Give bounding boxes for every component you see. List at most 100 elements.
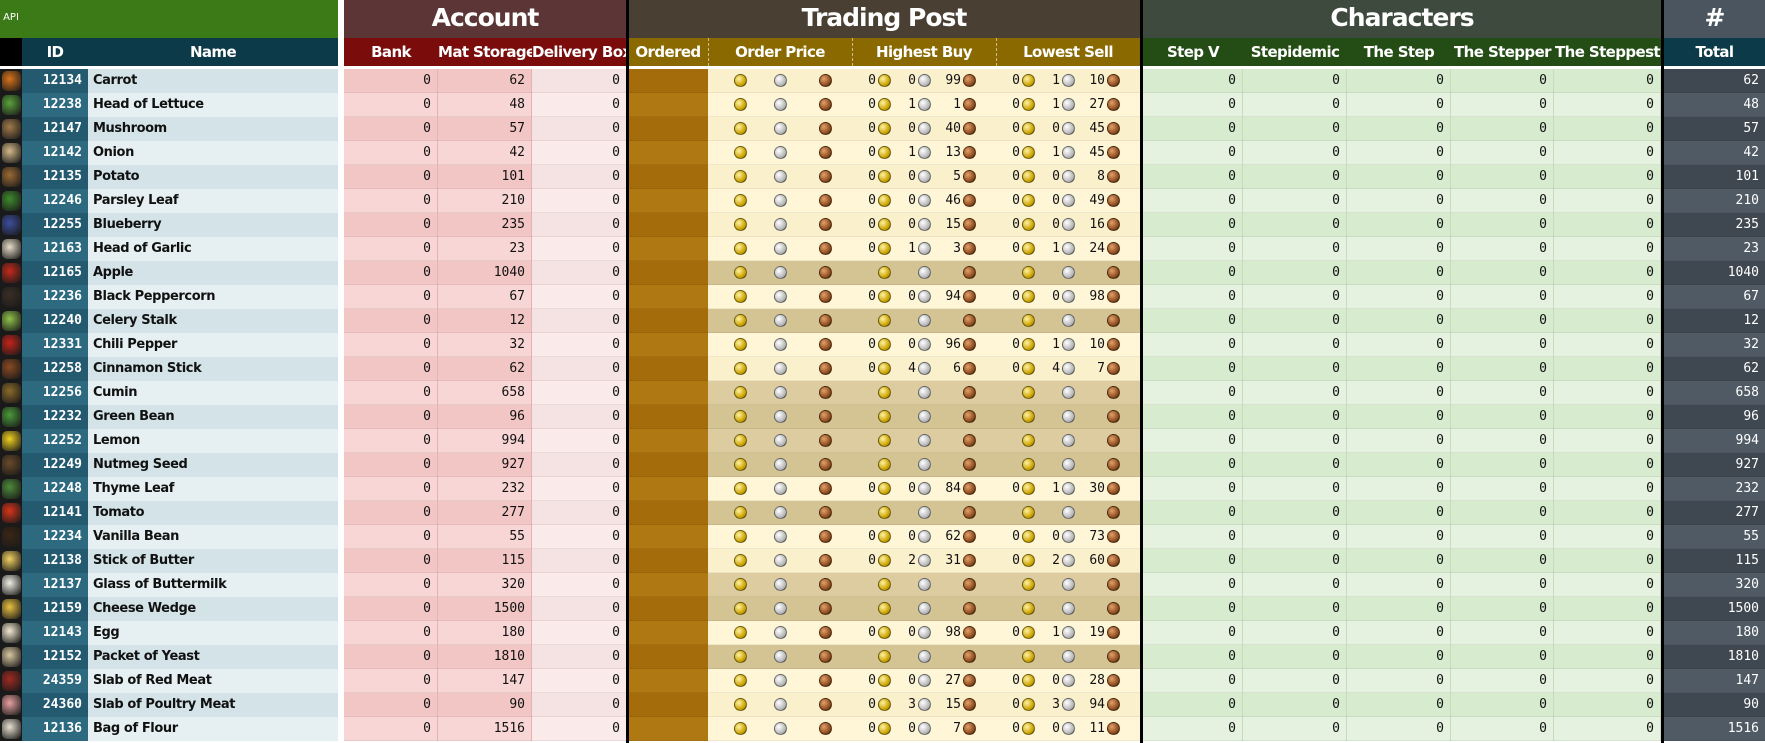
the-step-count: 0 <box>1347 69 1451 93</box>
item-name[interactable]: Cheese Wedge <box>88 597 338 621</box>
copper-coin-icon <box>963 338 976 351</box>
gold-coin-icon <box>734 506 747 519</box>
silver-coin-icon <box>1062 362 1075 375</box>
lowest-sell-copper-value: 24 <box>1089 241 1105 256</box>
copper-coin-icon <box>1107 674 1120 687</box>
lowest-sell-silver-value: 1 <box>1052 337 1060 352</box>
copper-coin-icon <box>819 434 832 447</box>
item-id: 12256 <box>22 381 88 405</box>
stepidemic-count: 0 <box>1243 453 1347 477</box>
item-name[interactable]: Blueberry <box>88 213 338 237</box>
total-count: 115 <box>1664 549 1765 573</box>
item-name[interactable]: Packet of Yeast <box>88 645 338 669</box>
silver-coin-icon <box>918 242 931 255</box>
item-name[interactable]: Potato <box>88 165 338 189</box>
potato-icon <box>2 167 21 187</box>
mat-storage-count: 23 <box>438 237 532 261</box>
the-step-count: 0 <box>1347 645 1451 669</box>
delivery-box-column-header[interactable]: Delivery Box <box>532 38 626 66</box>
item-name[interactable]: Carrot <box>88 69 338 93</box>
the-step-column-header[interactable]: The Step <box>1347 38 1451 66</box>
item-name[interactable]: Apple <box>88 261 338 285</box>
step-v-count: 0 <box>1143 333 1243 357</box>
silver-coin-icon <box>774 530 787 543</box>
highest-buy-gold-value: 0 <box>868 553 876 568</box>
id-column-header[interactable]: ID <box>22 38 88 66</box>
item-name[interactable]: Lemon <box>88 429 338 453</box>
highest-buy-silver-value: 0 <box>908 289 916 304</box>
the-steppest-column-header[interactable]: The Steppest <box>1554 38 1661 66</box>
highest-buy-column-header[interactable]: Highest Buy <box>852 38 996 66</box>
total-group-header: # <box>1664 0 1765 38</box>
copper-coin-icon <box>963 242 976 255</box>
item-name[interactable]: Parsley Leaf <box>88 189 338 213</box>
total-column-header[interactable]: Total <box>1664 38 1765 66</box>
item-name[interactable]: Slab of Poultry Meat <box>88 693 338 717</box>
item-id: 12238 <box>22 93 88 117</box>
item-name[interactable]: Chili Pepper <box>88 333 338 357</box>
mat-storage-count: 1810 <box>438 645 532 669</box>
api-button[interactable]: API <box>0 0 22 38</box>
the-stepper-column-header[interactable]: The Stepper <box>1451 38 1554 66</box>
item-name[interactable]: Bag of Flour <box>88 717 338 741</box>
stepidemic-count: 0 <box>1243 549 1347 573</box>
silver-coin-icon <box>774 434 787 447</box>
lowest-sell-copper-value: 10 <box>1089 337 1105 352</box>
delivery-box-count: 0 <box>532 501 626 525</box>
item-name[interactable]: Nutmeg Seed <box>88 453 338 477</box>
gold-coin-icon <box>878 554 891 567</box>
item-name[interactable]: Thyme Leaf <box>88 477 338 501</box>
item-name[interactable]: Glass of Buttermilk <box>88 573 338 597</box>
delivery-box-count: 0 <box>532 693 626 717</box>
mat-storage-count: 12 <box>438 309 532 333</box>
lowest-sell-column-header[interactable]: Lowest Sell <box>996 38 1140 66</box>
bank-count: 0 <box>344 381 438 405</box>
item-name[interactable]: Cumin <box>88 381 338 405</box>
step-v-column-header[interactable]: Step V <box>1143 38 1243 66</box>
silver-coin-icon <box>918 218 931 231</box>
gold-coin-icon <box>878 578 891 591</box>
step-v-count: 0 <box>1143 669 1243 693</box>
highest-buy-copper-value: 15 <box>945 217 961 232</box>
silver-coin-icon <box>918 338 931 351</box>
lowest-sell-silver-value: 1 <box>1052 73 1060 88</box>
item-name[interactable]: Black Peppercorn <box>88 285 338 309</box>
bank-column-header[interactable]: Bank <box>344 38 438 66</box>
copper-coin-icon <box>819 122 832 135</box>
total-count: 320 <box>1664 573 1765 597</box>
lowest-sell-gold-value: 0 <box>1012 625 1020 640</box>
copper-coin-icon <box>819 362 832 375</box>
item-name[interactable]: Vanilla Bean <box>88 525 338 549</box>
item-name[interactable]: Slab of Red Meat <box>88 669 338 693</box>
silver-coin-icon <box>774 218 787 231</box>
item-name[interactable]: Celery Stalk <box>88 309 338 333</box>
delivery-box-count: 0 <box>532 189 626 213</box>
silver-coin-icon <box>918 650 931 663</box>
silver-coin-icon <box>918 554 931 567</box>
item-name[interactable]: Green Bean <box>88 405 338 429</box>
highest-buy-silver-value: 3 <box>908 697 916 712</box>
lowest-sell-copper-value: 19 <box>1089 625 1105 640</box>
item-name[interactable]: Tomato <box>88 501 338 525</box>
ordered-column-header[interactable]: Ordered <box>628 38 708 66</box>
item-name[interactable]: Stick of Butter <box>88 549 338 573</box>
item-name[interactable]: Onion <box>88 141 338 165</box>
item-name[interactable]: Mushroom <box>88 117 338 141</box>
name-column-header[interactable]: Name <box>88 38 338 66</box>
stepidemic-count: 0 <box>1243 93 1347 117</box>
mat-storage-column-header[interactable]: Mat Storage <box>438 38 532 66</box>
highest-buy-copper-value: 31 <box>945 553 961 568</box>
silver-coin-icon <box>774 362 787 375</box>
item-name[interactable]: Cinnamon Stick <box>88 357 338 381</box>
step-v-count: 0 <box>1143 525 1243 549</box>
item-name[interactable]: Egg <box>88 621 338 645</box>
item-name[interactable]: Head of Garlic <box>88 237 338 261</box>
ordered-cell <box>628 333 708 357</box>
order-price-column-header[interactable]: Order Price <box>708 38 852 66</box>
gold-coin-icon <box>1022 146 1035 159</box>
stepidemic-column-header[interactable]: Stepidemic <box>1243 38 1347 66</box>
item-name[interactable]: Head of Lettuce <box>88 93 338 117</box>
the-step-count: 0 <box>1347 549 1451 573</box>
copper-coin-icon <box>963 410 976 423</box>
silver-coin-icon <box>1062 218 1075 231</box>
